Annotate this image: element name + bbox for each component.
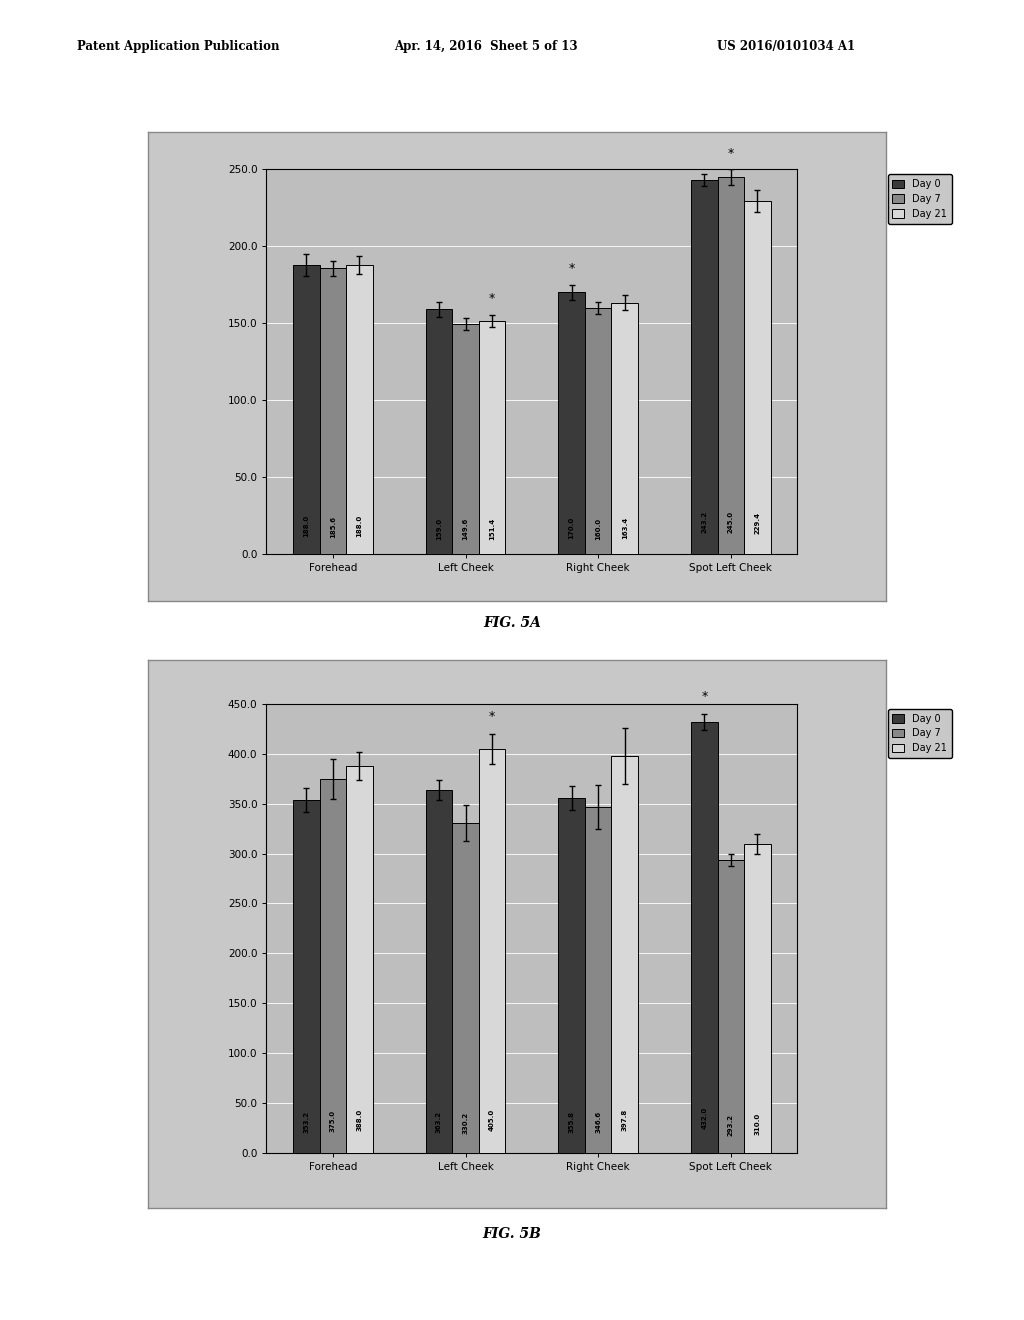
Bar — [453, 824, 479, 1154]
Bar — [479, 321, 505, 554]
Bar — [585, 308, 611, 554]
Bar — [691, 180, 718, 554]
Text: 160.0: 160.0 — [595, 517, 601, 540]
Bar — [691, 722, 718, 1154]
Bar — [479, 748, 505, 1154]
Text: 245.0: 245.0 — [728, 511, 734, 533]
Text: 346.6: 346.6 — [595, 1111, 601, 1134]
Text: 397.8: 397.8 — [622, 1109, 628, 1131]
Text: 170.0: 170.0 — [568, 516, 574, 539]
Text: *: * — [701, 689, 708, 702]
Legend: Day 0, Day 7, Day 21: Day 0, Day 7, Day 21 — [888, 709, 951, 758]
Bar — [319, 779, 346, 1154]
Bar — [346, 766, 373, 1154]
Text: *: * — [488, 292, 496, 305]
Text: 310.0: 310.0 — [755, 1113, 761, 1135]
Bar — [611, 756, 638, 1154]
Text: *: * — [488, 710, 496, 722]
Text: 163.4: 163.4 — [622, 517, 628, 540]
Text: 353.2: 353.2 — [303, 1111, 309, 1133]
Bar — [453, 323, 479, 554]
Text: Apr. 14, 2016  Sheet 5 of 13: Apr. 14, 2016 Sheet 5 of 13 — [394, 40, 578, 53]
Bar — [744, 201, 771, 554]
Text: *: * — [728, 147, 734, 160]
Text: 330.2: 330.2 — [463, 1113, 469, 1134]
Text: 149.6: 149.6 — [463, 517, 469, 540]
Text: US 2016/0101034 A1: US 2016/0101034 A1 — [717, 40, 855, 53]
Text: 151.4: 151.4 — [489, 517, 495, 540]
Bar — [293, 265, 319, 554]
Text: 388.0: 388.0 — [356, 1109, 362, 1131]
Text: 355.8: 355.8 — [568, 1111, 574, 1133]
Legend: Day 0, Day 7, Day 21: Day 0, Day 7, Day 21 — [888, 174, 951, 224]
Text: 363.2: 363.2 — [436, 1110, 442, 1133]
Text: 375.0: 375.0 — [330, 1110, 336, 1133]
Text: 229.4: 229.4 — [755, 512, 761, 535]
Text: *: * — [568, 263, 574, 275]
Text: 188.0: 188.0 — [356, 515, 362, 537]
Bar — [558, 797, 585, 1154]
Text: Patent Application Publication: Patent Application Publication — [77, 40, 280, 53]
Bar — [426, 791, 453, 1154]
Bar — [293, 800, 319, 1154]
Text: 159.0: 159.0 — [436, 517, 442, 540]
Bar — [744, 843, 771, 1154]
Text: 405.0: 405.0 — [489, 1109, 495, 1130]
Bar — [718, 177, 744, 554]
Text: 188.0: 188.0 — [303, 515, 309, 537]
Bar — [426, 309, 453, 554]
Bar — [611, 302, 638, 554]
Bar — [319, 268, 346, 554]
Text: 243.2: 243.2 — [701, 511, 708, 533]
Bar — [585, 807, 611, 1154]
Bar — [718, 861, 744, 1154]
Text: FIG. 5B: FIG. 5B — [482, 1228, 542, 1241]
Bar — [346, 265, 373, 554]
Bar — [558, 293, 585, 554]
Text: 185.6: 185.6 — [330, 516, 336, 537]
Text: 432.0: 432.0 — [701, 1107, 708, 1129]
Text: FIG. 5A: FIG. 5A — [483, 616, 541, 630]
Text: 293.2: 293.2 — [728, 1114, 734, 1137]
